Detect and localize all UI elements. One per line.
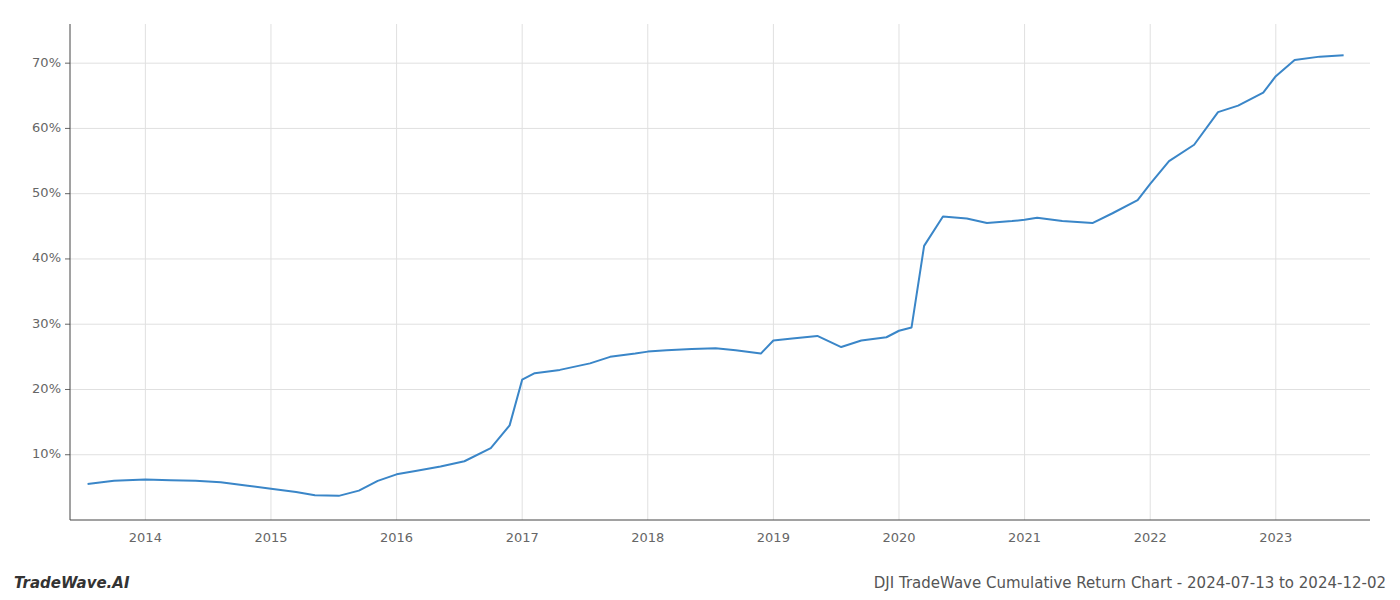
x-tick-label: 2023 xyxy=(1259,530,1292,545)
x-tick-label: 2020 xyxy=(882,530,915,545)
x-grid-line xyxy=(773,24,774,520)
y-tick xyxy=(65,193,70,194)
x-tick-label: 2015 xyxy=(254,530,287,545)
y-axis-line xyxy=(70,24,71,520)
y-tick-label: 60% xyxy=(32,120,61,135)
y-grid-line xyxy=(70,389,1370,390)
y-tick xyxy=(65,389,70,390)
axes: 10% 20% 30% 40% 50% 60% 70% 2014 2015 2016 2017 201… xyxy=(32,24,1370,545)
y-tick-label: 70% xyxy=(32,55,61,70)
x-grid-line xyxy=(1150,24,1151,520)
y-tick-label: 50% xyxy=(32,185,61,200)
x-axis-line xyxy=(70,520,1370,521)
title: DJI TradeWave Cumulative Return Chart - … xyxy=(874,574,1386,592)
grid xyxy=(70,24,1370,520)
x-grid-line xyxy=(647,24,648,520)
y-tick xyxy=(65,324,70,325)
y-tick-label: 20% xyxy=(32,381,61,396)
x-grid-line xyxy=(270,24,271,520)
x-tick-label: 2021 xyxy=(1008,530,1041,545)
y-grid-line xyxy=(70,128,1370,129)
line xyxy=(88,55,1344,496)
x-grid-line xyxy=(1024,24,1025,520)
page: {"chart_data": { "type": "line", "title"… xyxy=(0,0,1400,600)
y-tick xyxy=(65,454,70,455)
y-grid-line xyxy=(70,193,1370,194)
y-tick xyxy=(65,128,70,129)
x-tick-label: 2022 xyxy=(1134,530,1167,545)
y-grid-line xyxy=(70,258,1370,259)
x-tick-label: 2017 xyxy=(506,530,539,545)
y-tick xyxy=(65,63,70,64)
x-tick-label: 2014 xyxy=(129,530,162,545)
x-tick-label: 2016 xyxy=(380,530,413,545)
y-grid-line xyxy=(70,324,1370,325)
y-tick-label: 10% xyxy=(32,446,61,461)
x-grid-line xyxy=(1275,24,1276,520)
plot-area xyxy=(88,55,1344,496)
x-grid-line xyxy=(145,24,146,520)
watermark: TradeWave.AI xyxy=(14,574,130,592)
y-tick-label: 30% xyxy=(32,316,61,331)
x-grid-line xyxy=(396,24,397,520)
y-grid-line xyxy=(70,454,1370,455)
x-tick-label: 2018 xyxy=(631,530,664,545)
x-tick-label: 2019 xyxy=(757,530,790,545)
chart: 10% 20% 30% 40% 50% 60% 70% 2014 2015 2016 2017 201… xyxy=(0,0,1400,600)
y-tick xyxy=(65,258,70,259)
y-tick-label: 40% xyxy=(32,250,61,265)
y-grid-line xyxy=(70,63,1370,64)
x-grid-line xyxy=(522,24,523,520)
x-grid-line xyxy=(898,24,899,520)
